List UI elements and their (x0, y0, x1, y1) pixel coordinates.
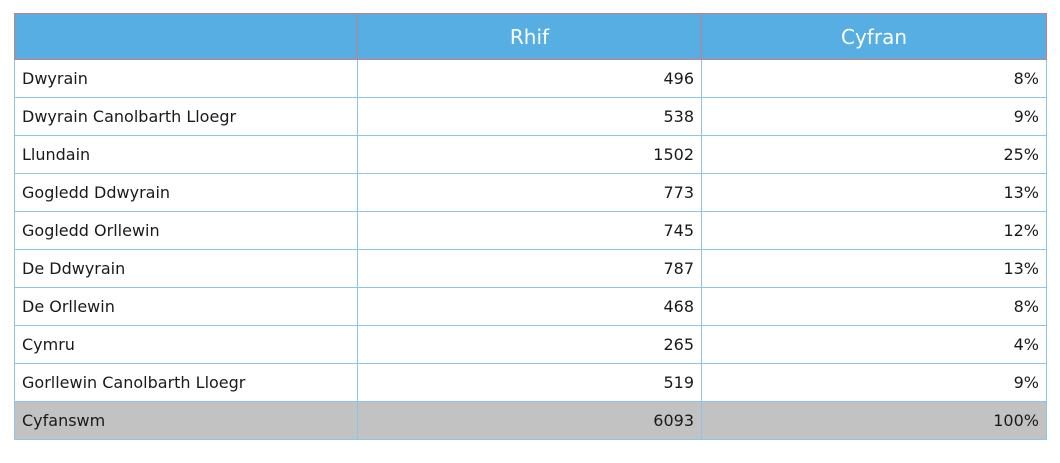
number-cell: 468 (357, 287, 702, 326)
number-cell: 519 (357, 363, 702, 402)
total-number: 6093 (357, 401, 702, 440)
header-region (14, 13, 358, 60)
share-cell: 9% (701, 97, 1047, 136)
table-row: Gogledd Orllewin 745 12% (14, 211, 1047, 250)
data-table-container: Rhif Cyfran Dwyrain 496 8% Dwyrain Canol… (14, 13, 1047, 440)
region-cell: Gogledd Ddwyrain (14, 173, 358, 212)
region-cell: De Ddwyrain (14, 249, 358, 288)
share-cell: 13% (701, 249, 1047, 288)
table-row: Gorllewin Canolbarth Lloegr 519 9% (14, 363, 1047, 402)
table-row: Dwyrain Canolbarth Lloegr 538 9% (14, 97, 1047, 136)
share-cell: 8% (701, 59, 1047, 98)
number-cell: 773 (357, 173, 702, 212)
share-cell: 12% (701, 211, 1047, 250)
table-row: Llundain 1502 25% (14, 135, 1047, 174)
table-row: Cymru 265 4% (14, 325, 1047, 364)
region-cell: Gogledd Orllewin (14, 211, 358, 250)
region-cell: Llundain (14, 135, 358, 174)
share-cell: 13% (701, 173, 1047, 212)
table-row: De Orllewin 468 8% (14, 287, 1047, 326)
header-row: Rhif Cyfran (14, 13, 1047, 60)
share-cell: 8% (701, 287, 1047, 326)
number-cell: 538 (357, 97, 702, 136)
number-cell: 496 (357, 59, 702, 98)
number-cell: 265 (357, 325, 702, 364)
header-share: Cyfran (701, 13, 1047, 60)
region-cell: Dwyrain Canolbarth Lloegr (14, 97, 358, 136)
table-row: Gogledd Ddwyrain 773 13% (14, 173, 1047, 212)
region-cell: De Orllewin (14, 287, 358, 326)
share-cell: 9% (701, 363, 1047, 402)
total-share: 100% (701, 401, 1047, 440)
table-row: Dwyrain 496 8% (14, 59, 1047, 98)
region-cell: Dwyrain (14, 59, 358, 98)
share-cell: 4% (701, 325, 1047, 364)
header-number: Rhif (357, 13, 702, 60)
share-cell: 25% (701, 135, 1047, 174)
region-cell: Cymru (14, 325, 358, 364)
total-row: Cyfanswm 6093 100% (14, 401, 1047, 440)
table-row: De Ddwyrain 787 13% (14, 249, 1047, 288)
number-cell: 745 (357, 211, 702, 250)
region-cell: Gorllewin Canolbarth Lloegr (14, 363, 358, 402)
region-table: Rhif Cyfran Dwyrain 496 8% Dwyrain Canol… (14, 13, 1047, 440)
number-cell: 1502 (357, 135, 702, 174)
number-cell: 787 (357, 249, 702, 288)
total-label: Cyfanswm (14, 401, 358, 440)
